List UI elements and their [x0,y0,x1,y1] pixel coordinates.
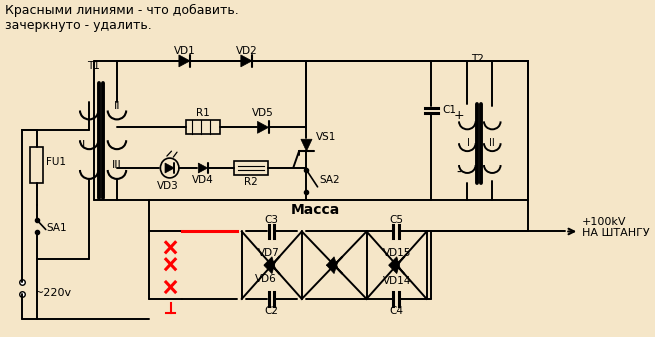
Text: VD15: VD15 [383,248,411,258]
Text: +: + [454,109,464,122]
Polygon shape [301,139,312,151]
Text: C4: C4 [389,306,403,316]
Text: C5: C5 [389,215,403,224]
Polygon shape [264,261,276,274]
Polygon shape [264,257,276,270]
Text: SA2: SA2 [320,175,340,185]
Text: T2: T2 [471,54,484,64]
Text: R1: R1 [196,109,210,119]
Text: VS1: VS1 [316,132,336,142]
Polygon shape [165,163,174,173]
Text: III: III [112,160,122,170]
Text: I: I [467,138,470,148]
Text: +100kV
НА ШТАНГУ: +100kV НА ШТАНГУ [582,217,650,238]
Text: C2: C2 [265,306,278,316]
Text: Красными линиями - что добавить.
зачеркнуто - удалить.: Красными линиями - что добавить. зачеркн… [5,4,239,32]
Polygon shape [257,121,269,133]
Text: VD1: VD1 [174,46,195,56]
Text: Масса: Масса [291,203,341,217]
Text: VD6: VD6 [255,274,276,284]
Polygon shape [326,257,338,269]
Text: FU1: FU1 [46,157,66,167]
Polygon shape [241,55,252,67]
Text: -: - [457,166,461,180]
Text: C3: C3 [265,215,278,224]
Bar [234,161,268,175]
Text: SA1: SA1 [47,222,67,233]
Polygon shape [389,261,400,274]
Text: VD5: VD5 [252,109,274,119]
Text: VD7: VD7 [258,248,280,258]
Text: C1: C1 [442,105,457,116]
Text: ~220v: ~220v [35,288,72,298]
Bar [186,120,219,134]
Text: T1: T1 [87,61,100,71]
Polygon shape [179,55,190,67]
Text: R2: R2 [244,177,258,187]
Polygon shape [326,261,338,274]
Text: VD4: VD4 [192,175,214,185]
Text: VD2: VD2 [236,46,257,56]
Text: VD3: VD3 [157,181,179,191]
Text: II: II [489,138,495,148]
Text: VD14: VD14 [383,276,411,286]
Text: I: I [82,140,85,150]
Polygon shape [198,163,208,173]
Bar [30,147,43,183]
Text: II: II [114,100,121,111]
Polygon shape [389,257,400,270]
